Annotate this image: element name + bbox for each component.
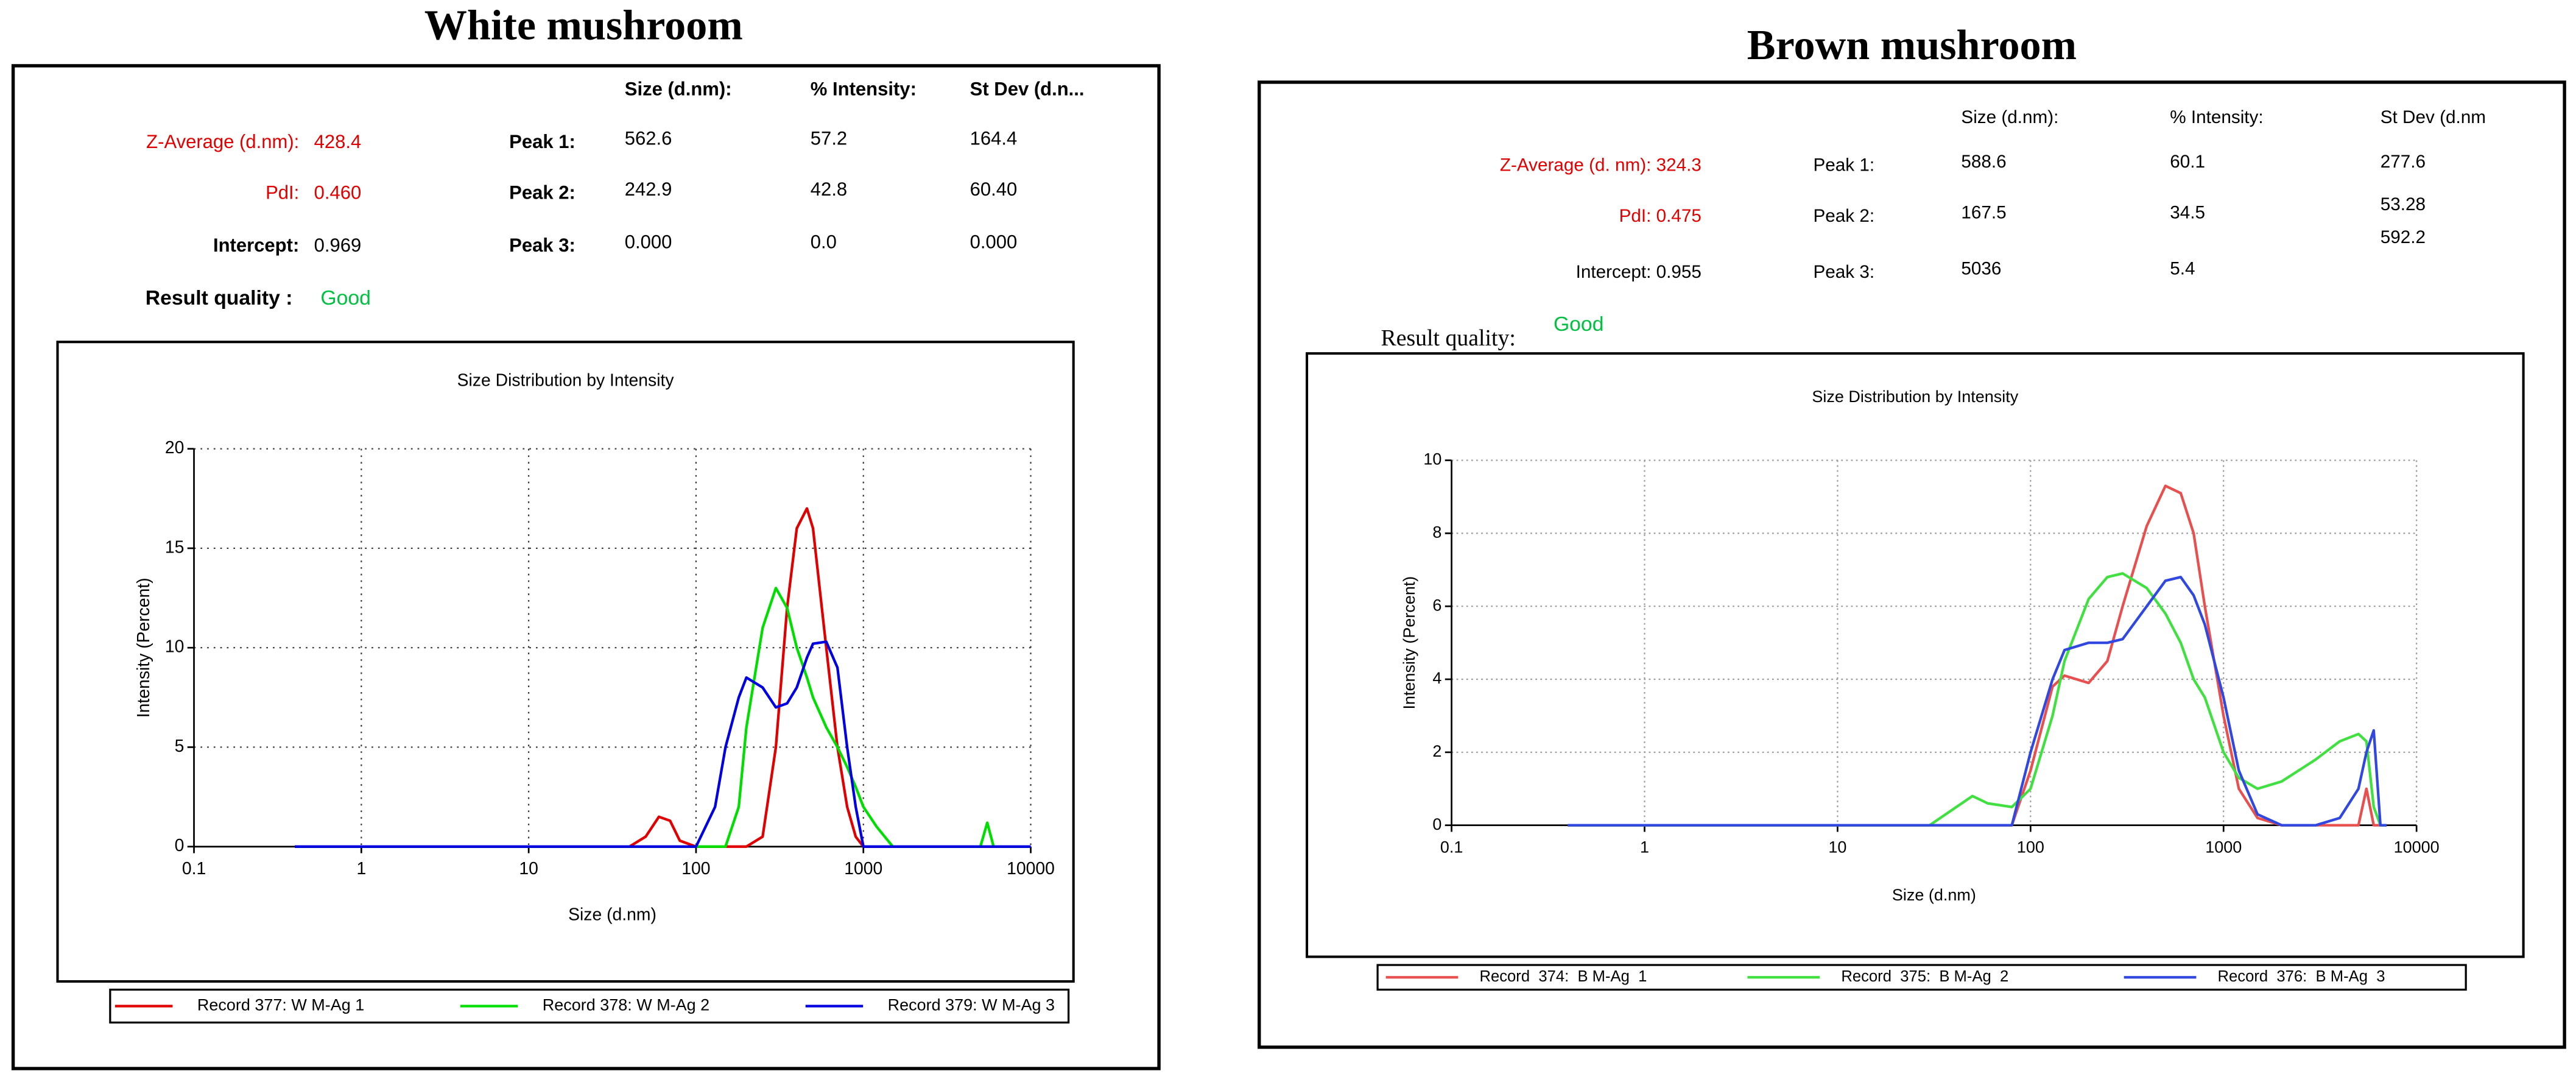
peak-st-dev: 53.28 <box>2381 194 2426 214</box>
result-quality-value: Good <box>320 286 371 309</box>
panel-title: White mushroom <box>424 2 743 49</box>
column-header: St Dev (d.n... <box>970 79 1085 100</box>
peak-intensity: 34.5 <box>2170 203 2205 223</box>
x-tick-label: 1000 <box>844 859 882 878</box>
peak-intensity: 0.0 <box>811 231 837 253</box>
chart-frame <box>56 341 1075 983</box>
y-tick-label: 20 <box>165 438 185 458</box>
chart-frame <box>1306 352 2525 958</box>
peak-size: 167.5 <box>1961 203 2006 223</box>
y-tick-label: 0 <box>1432 815 1441 833</box>
series-line <box>1568 484 2387 827</box>
peak-size: 242.9 <box>625 178 672 200</box>
stat-value: 0.475 <box>1656 206 1701 226</box>
peak-label: Peak 1: <box>1813 155 1874 175</box>
stat-label: Intercept: <box>213 235 299 256</box>
peak-label: Peak 3: <box>509 235 575 256</box>
legend-label: Record 378: W M-Ag 2 <box>543 996 709 1014</box>
peak-st-dev: 60.40 <box>970 178 1018 200</box>
chart-title: Size Distribution by Intensity <box>457 371 675 391</box>
column-header: % Intensity: <box>2170 107 2263 127</box>
y-tick-label: 10 <box>165 637 185 657</box>
legend-box <box>109 988 1070 1024</box>
peak-label: Peak 1: <box>509 131 575 152</box>
peak-label: Peak 2: <box>1813 206 1874 226</box>
series-line <box>294 640 1031 848</box>
stat-value: 324.3 <box>1656 155 1701 175</box>
stat-value: 0.460 <box>314 182 362 203</box>
legend-label: Record 379: W M-Ag 3 <box>888 996 1055 1014</box>
series-line <box>1568 576 2387 827</box>
x-tick-label: 10000 <box>2394 838 2440 857</box>
y-axis-label: Intensity (Percent) <box>1400 576 1418 710</box>
legend-box <box>1376 964 2467 991</box>
x-tick-label: 1 <box>1640 838 1649 857</box>
stat-value: 0.969 <box>314 235 362 256</box>
column-header: Size (d.nm): <box>1961 107 2058 127</box>
peak-intensity: 60.1 <box>2170 152 2205 172</box>
x-tick-label: 10 <box>519 859 538 878</box>
column-header: Size (d.nm): <box>625 79 732 100</box>
x-tick-label: 100 <box>2017 838 2044 857</box>
stat-line: Z-Average (d. nm): 324.3 <box>1500 155 1701 175</box>
y-tick-label: 4 <box>1432 669 1441 687</box>
x-tick-label: 10 <box>1828 838 1846 857</box>
chart-title: Size Distribution by Intensity <box>1812 387 2018 406</box>
legend-label: Record 374: B M-Ag 1 <box>1479 968 1647 985</box>
peak-label: Peak 3: <box>1813 262 1874 282</box>
y-tick-label: 8 <box>1432 523 1441 542</box>
result-quality-value: Good <box>1554 313 1604 336</box>
x-tick-label: 10000 <box>1007 859 1055 878</box>
y-tick-label: 0 <box>175 836 185 855</box>
peak-size: 0.000 <box>625 231 672 253</box>
y-axis-label: Intensity (Percent) <box>134 578 153 718</box>
stat-label: Z-Average (d. nm): <box>1500 155 1651 175</box>
peak-intensity: 42.8 <box>811 178 847 200</box>
peak-st-dev: 164.4 <box>970 128 1018 149</box>
legend-label: Record 377: W M-Ag 1 <box>197 996 364 1014</box>
peak-size: 5036 <box>1961 258 2001 278</box>
panel-border <box>1258 80 2566 1049</box>
x-tick-label: 1 <box>356 859 366 878</box>
stat-label: Intercept: <box>1576 262 1652 282</box>
x-tick-label: 0.1 <box>182 859 206 878</box>
panel-border <box>11 64 1161 1070</box>
legend-label: Record 376: B M-Ag 3 <box>2218 968 2385 985</box>
x-tick-label: 1000 <box>2205 838 2242 857</box>
stat-line: Intercept: 0.955 <box>1576 262 1701 282</box>
peak-st-dev: 0.000 <box>970 231 1018 253</box>
peak-intensity: 5.4 <box>2170 258 2195 278</box>
y-tick-label: 15 <box>165 537 185 557</box>
x-tick-label: 100 <box>681 859 710 878</box>
peak-st-dev: 277.6 <box>2381 152 2426 172</box>
x-axis-label: Size (d.nm) <box>1892 886 1976 904</box>
y-tick-label: 2 <box>1432 742 1441 760</box>
stat-label: PdI: <box>1619 206 1652 226</box>
column-header: St Dev (d.nm <box>2381 107 2486 127</box>
stat-label: PdI: <box>266 182 299 203</box>
y-tick-label: 6 <box>1432 596 1441 614</box>
y-tick-label: 5 <box>175 737 185 756</box>
stat-value: 428.4 <box>314 131 362 152</box>
panel-title: Brown mushroom <box>1747 21 2077 69</box>
peak-label: Peak 2: <box>509 182 575 203</box>
result-quality-label: Result quality: <box>1381 325 1516 351</box>
peak-size: 562.6 <box>625 128 672 149</box>
legend-label: Record 375: B M-Ag 2 <box>1841 968 2008 985</box>
column-header: % Intensity: <box>811 79 917 100</box>
stat-value: 0.955 <box>1656 262 1701 282</box>
stat-line: PdI: 0.475 <box>1619 206 1701 226</box>
x-tick-label: 0.1 <box>1440 838 1463 857</box>
peak-st-dev: 592.2 <box>2381 227 2426 247</box>
y-tick-label: 10 <box>1423 450 1441 468</box>
stat-label: Z-Average (d.nm): <box>146 131 299 152</box>
result-quality-label: Result quality : <box>146 286 293 309</box>
x-axis-label: Size (d.nm) <box>568 905 656 925</box>
peak-size: 588.6 <box>1961 152 2006 172</box>
peak-intensity: 57.2 <box>811 128 847 149</box>
